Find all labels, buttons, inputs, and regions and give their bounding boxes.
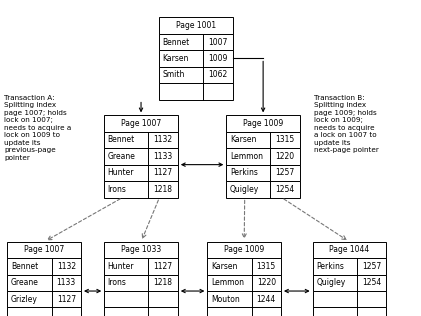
Text: Perkins: Perkins <box>230 168 258 177</box>
Text: Transaction A:
Splitting index
page 1007; holds
lock on 1007;
needs to acquire a: Transaction A: Splitting index page 1007… <box>4 95 72 161</box>
Bar <box>207 307 281 316</box>
Bar <box>104 132 178 148</box>
Bar <box>104 291 178 307</box>
Bar <box>8 242 81 258</box>
Text: Transaction B:
Splitting index
page 1009; holds
lock on 1009;
needs to acquire
a: Transaction B: Splitting index page 1009… <box>314 95 378 153</box>
Bar <box>312 242 386 258</box>
Text: Perkins: Perkins <box>316 262 344 271</box>
Bar <box>312 258 386 275</box>
Bar <box>159 50 233 67</box>
Text: Quigley: Quigley <box>316 278 345 287</box>
Bar <box>104 165 178 181</box>
Bar <box>8 275 81 291</box>
Bar <box>207 291 281 307</box>
Text: Bennet: Bennet <box>108 136 135 144</box>
Text: 1009: 1009 <box>208 54 228 63</box>
Text: Irons: Irons <box>108 185 127 194</box>
Text: 1127: 1127 <box>57 295 76 304</box>
Text: 1218: 1218 <box>154 278 173 287</box>
Bar <box>207 258 281 275</box>
Text: Greane: Greane <box>108 152 136 161</box>
Text: Page 1044: Page 1044 <box>329 246 370 254</box>
Text: Quigley: Quigley <box>230 185 259 194</box>
Bar <box>8 258 81 275</box>
Text: 1315: 1315 <box>276 136 295 144</box>
Text: Karsen: Karsen <box>230 136 256 144</box>
Bar <box>226 165 300 181</box>
Text: Hunter: Hunter <box>108 168 134 177</box>
Bar <box>159 67 233 83</box>
Text: Bennet: Bennet <box>11 262 38 271</box>
Text: Mouton: Mouton <box>211 295 240 304</box>
Text: 1218: 1218 <box>154 185 173 194</box>
Text: 1132: 1132 <box>154 136 173 144</box>
Bar <box>159 17 233 34</box>
Text: 1220: 1220 <box>276 152 295 161</box>
Bar <box>104 148 178 165</box>
Text: Karsen: Karsen <box>163 54 189 63</box>
Text: 1254: 1254 <box>362 278 381 287</box>
Text: 1132: 1132 <box>57 262 76 271</box>
Bar <box>312 275 386 291</box>
Text: Page 1033: Page 1033 <box>121 246 161 254</box>
Text: 1062: 1062 <box>208 70 227 79</box>
Text: 1007: 1007 <box>208 38 228 46</box>
Text: Lemmon: Lemmon <box>211 278 244 287</box>
Bar <box>8 307 81 316</box>
Text: 1220: 1220 <box>257 278 276 287</box>
Bar <box>226 132 300 148</box>
Text: Page 1009: Page 1009 <box>224 246 264 254</box>
Bar <box>104 242 178 258</box>
Text: Greane: Greane <box>11 278 39 287</box>
Bar <box>226 181 300 198</box>
Text: Karsen: Karsen <box>211 262 237 271</box>
Text: 1315: 1315 <box>257 262 276 271</box>
Bar <box>159 83 233 100</box>
Text: Page 1007: Page 1007 <box>24 246 64 254</box>
Bar <box>312 291 386 307</box>
Text: 1244: 1244 <box>257 295 276 304</box>
Text: Hunter: Hunter <box>108 262 134 271</box>
Text: Page 1009: Page 1009 <box>243 119 283 128</box>
Bar <box>207 242 281 258</box>
Bar <box>159 34 233 50</box>
Bar <box>312 307 386 316</box>
Bar <box>104 275 178 291</box>
Text: Grizley: Grizley <box>11 295 38 304</box>
Text: Page 1001: Page 1001 <box>176 21 216 30</box>
Text: 1257: 1257 <box>362 262 381 271</box>
Bar <box>104 258 178 275</box>
Bar <box>207 275 281 291</box>
Bar <box>226 148 300 165</box>
Text: 1127: 1127 <box>154 168 173 177</box>
Bar <box>104 181 178 198</box>
Bar <box>104 115 178 132</box>
Text: 1254: 1254 <box>276 185 295 194</box>
Bar <box>104 307 178 316</box>
Text: Irons: Irons <box>108 278 127 287</box>
Text: 1133: 1133 <box>57 278 76 287</box>
Text: Page 1007: Page 1007 <box>121 119 161 128</box>
Bar <box>8 291 81 307</box>
Bar <box>226 115 300 132</box>
Text: Bennet: Bennet <box>163 38 190 46</box>
Text: Lemmon: Lemmon <box>230 152 263 161</box>
Text: Smith: Smith <box>163 70 185 79</box>
Text: 1133: 1133 <box>154 152 173 161</box>
Text: 1127: 1127 <box>154 262 173 271</box>
Text: 1257: 1257 <box>276 168 295 177</box>
